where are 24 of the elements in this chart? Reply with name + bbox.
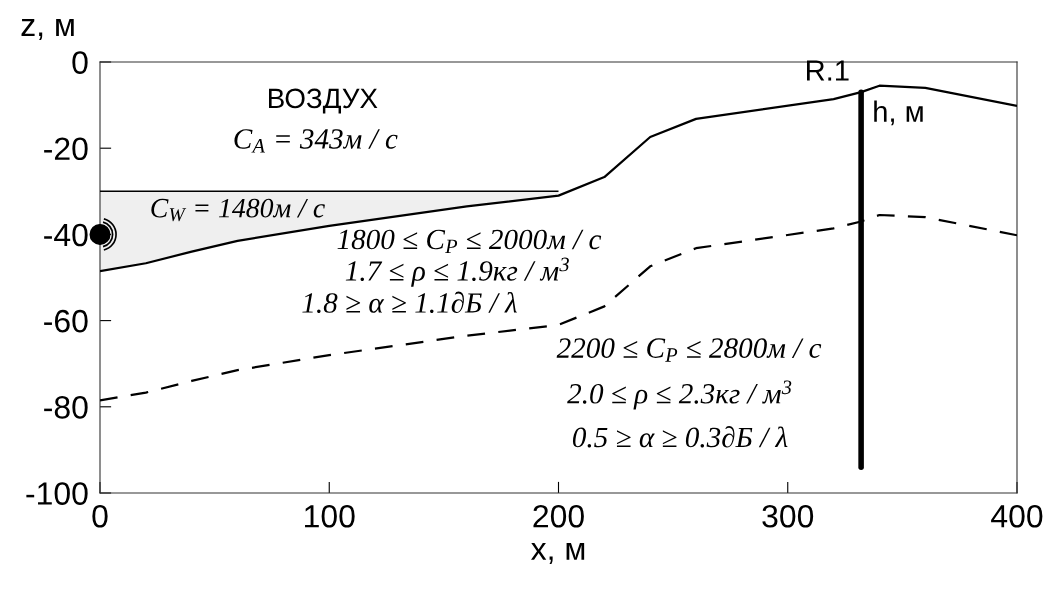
y-tick-label: -60: [44, 309, 88, 333]
x-tick-label: 200: [533, 504, 584, 528]
y-tick-label: 0: [72, 51, 88, 74]
y-tick-label: -80: [44, 396, 88, 419]
annotation: 1.7 ≤ ρ ≤ 1.9кг / м$^{3}$: [345, 257, 569, 287]
x-tick-label: 400: [991, 504, 1043, 528]
annotation: ВОЗДУХ: [269, 88, 378, 114]
x-axis-title: x, м: [531, 542, 585, 564]
annotation: 2.0 ≤ ρ ≤ 2.3кг / м$^{3}$: [567, 380, 792, 410]
annotation: 1800 ≤ C$_{P}$ ≤ 2000м / с: [337, 229, 602, 254]
y-tick-label: -40: [44, 223, 88, 247]
y-tick-label: -20: [44, 137, 88, 161]
annotation: 0.5 ≥ α ≥ 0.3∂Б / λ: [572, 425, 788, 448]
annotation: 2200 ≤ C$_{P}$ ≤ 2800м / с: [556, 338, 822, 362]
x-tick-label: 100: [305, 504, 355, 528]
annotation: R.1: [807, 60, 849, 81]
y-tick-label: -100: [26, 482, 88, 505]
x-tick-label: 300: [762, 504, 814, 528]
x-tick-label: 0: [92, 504, 108, 528]
annotation: h, м: [874, 100, 923, 126]
annotation: C$_{A}$ = 343м / с: [234, 129, 398, 153]
y-axis-title: z, м: [21, 19, 74, 41]
annotation: 1.8 ≥ α ≥ 1.1∂Б / λ: [302, 291, 517, 313]
annotation: C$_{W}$ = 1480м / с: [151, 198, 325, 222]
